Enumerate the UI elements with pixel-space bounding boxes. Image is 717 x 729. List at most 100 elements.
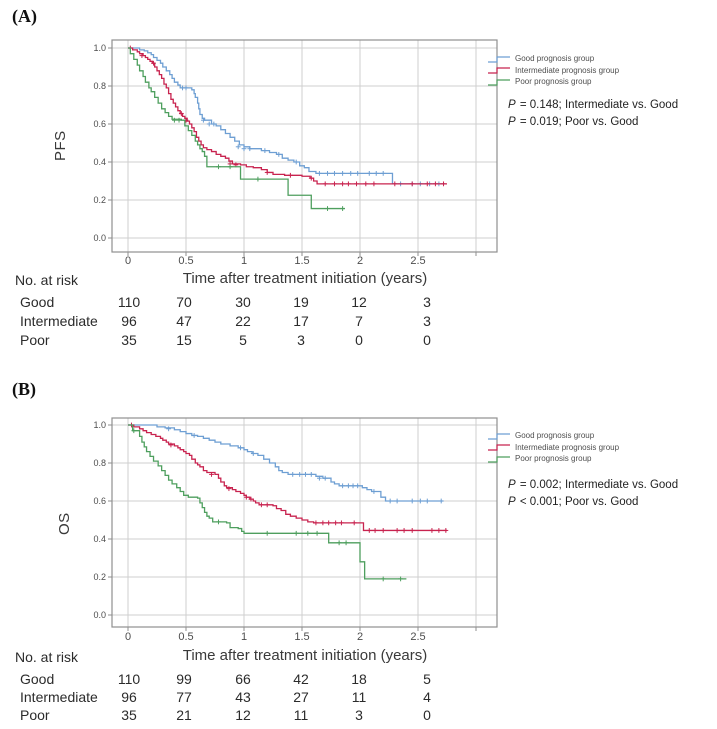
km-curve-good [128,424,444,502]
legend-item: Intermediate prognosis group [487,65,619,76]
risk-table-row: Intermediate 96 77 43 27 11 4 [0,689,717,705]
x-tick-label: 1.5 [294,255,310,267]
y-tick-label: 0.8 [93,81,106,91]
risk-count: 27 [293,689,309,705]
y-tick-label: 0.0 [93,233,106,243]
legend-label: Good prognosis group [515,54,595,63]
y-tick-label: 0.4 [93,534,106,544]
p-value-text: P = 0.002; Intermediate vs. Good [508,479,679,491]
risk-count: 22 [235,313,251,329]
risk-count: 19 [293,294,309,310]
x-tick-label: 2.5 [410,255,426,267]
x-tick-label: 0 [124,255,132,267]
km-curve-poor [128,47,345,210]
risk-count: 21 [176,707,192,723]
y-axis-label-pfs: PFS [52,130,69,162]
risk-count: 5 [239,332,247,348]
y-tick-label: 1.0 [93,43,106,53]
x-tick-label: 0.5 [178,255,194,267]
risk-count: 5 [423,671,431,687]
x-tick-label: 1.5 [294,631,310,643]
legend-item: Good prognosis group [487,430,594,441]
km-curve-poor [128,424,407,580]
risk-table-title-a: No. at risk [15,272,79,288]
risk-count: 15 [176,332,192,348]
y-tick-label: 0.2 [93,572,106,582]
risk-count: 30 [235,294,251,310]
legend-step-icon [488,67,510,74]
legend-item: Good prognosis group [487,53,594,64]
legend-item: Poor prognosis group [487,453,592,464]
risk-count: 11 [351,689,367,705]
legend-item: Poor prognosis group [487,76,592,87]
risk-count: 110 [117,294,141,310]
risk-count: 96 [121,689,137,705]
risk-row-label: Good [20,671,55,687]
risk-row-label: Poor [20,332,50,348]
risk-count: 47 [176,313,192,329]
risk-count: 66 [235,671,251,687]
risk-count: 70 [176,294,192,310]
risk-count: 77 [176,689,192,705]
panel-a-label: (A) [12,6,37,26]
risk-count: 11 [293,707,309,723]
risk-count: 0 [423,707,431,723]
legend-label: Poor prognosis group [515,454,592,463]
risk-count: 35 [121,707,137,723]
x-tick-label: 1 [240,631,248,643]
y-tick-label: 0.6 [93,119,106,129]
x-tick-label: 0 [124,631,132,643]
y-tick-label: 0.0 [93,610,106,620]
x-tick-label: 1 [240,255,248,267]
risk-row-label: Good [20,294,55,310]
y-tick-label: 0.2 [93,195,106,205]
risk-table-title-b: No. at risk [15,649,79,665]
legend-item: Intermediate prognosis group [487,442,619,453]
risk-count: 43 [235,689,251,705]
risk-count: 3 [355,707,363,723]
risk-count: 0 [423,332,431,348]
risk-count: 42 [293,671,309,687]
risk-row-label: Intermediate [20,689,98,705]
risk-count: 18 [351,671,367,687]
p-value-text: P = 0.148; Intermediate vs. Good [508,99,679,111]
risk-table-row: Poor 35 21 12 11 3 0 [0,707,717,723]
risk-count: 96 [121,313,137,329]
x-tick-label: 2 [356,255,364,267]
panel-b-label: (B) [12,379,36,399]
legend-step-icon [488,455,510,463]
risk-count: 12 [351,294,367,310]
legend-step-icon [488,444,510,451]
legend-label: Poor prognosis group [515,77,592,86]
legend-step-icon [488,78,510,86]
p-value-text: P = 0.019; Poor vs. Good [508,116,639,128]
x-tick-label: 2.5 [410,631,426,643]
risk-count: 17 [293,313,309,329]
legend-label: Intermediate prognosis group [515,442,620,452]
y-axis-label-os: OS [56,512,73,536]
legend-step-icon [488,432,510,440]
km-curve-good [128,47,445,185]
x-axis-label-b: Time after treatment initiation (years) [182,647,428,664]
risk-table-row: Poor 35 15 5 3 0 0 [0,332,717,348]
y-tick-label: 0.6 [93,496,106,506]
legend-step-icon [488,55,510,63]
risk-count: 3 [423,313,431,329]
risk-count: 110 [117,671,141,687]
risk-table-row: Good 110 99 66 42 18 5 [0,671,717,687]
y-tick-label: 1.0 [93,420,106,430]
risk-count: 12 [235,707,251,723]
risk-count: 0 [355,332,363,348]
p-value-text: P < 0.001; Poor vs. Good [508,496,639,508]
risk-count: 4 [423,689,431,705]
risk-row-label: Intermediate [20,313,98,329]
x-tick-label: 0.5 [178,631,194,643]
risk-row-label: Poor [20,707,50,723]
legend-label: Good prognosis group [515,431,595,440]
risk-count: 99 [176,671,192,687]
x-axis-label-a: Time after treatment initiation (years) [182,270,428,287]
risk-count: 3 [297,332,305,348]
risk-count: 7 [355,313,363,329]
